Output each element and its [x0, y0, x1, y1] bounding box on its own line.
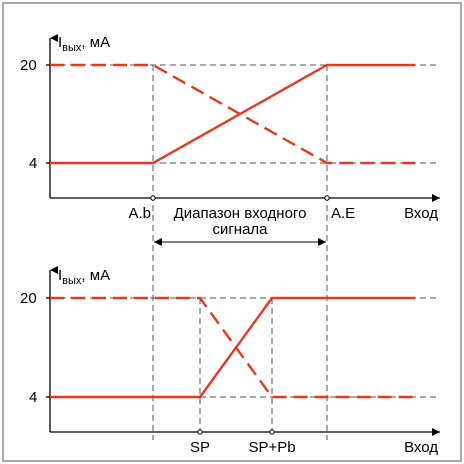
label-sp: SP [190, 439, 210, 456]
label-ae: A.E [331, 205, 355, 222]
bottom-y-tick-4: 4 [29, 389, 37, 406]
label-ab: A.b [128, 205, 151, 222]
top-y-tick-20: 20 [20, 57, 37, 74]
label-sp-pb: SP+Pb [248, 439, 295, 456]
top-x-axis-label: Вход [404, 205, 438, 222]
bottom-y-tick-20: 20 [20, 290, 37, 307]
bottom-guides [50, 297, 440, 432]
top-direct-curve [50, 63, 415, 165]
bottom-x-axis-label: Вход [404, 439, 438, 456]
range-label-line2: сигнала [212, 221, 268, 238]
range-label-line1: Диапазон входного [174, 205, 307, 222]
bottom-reverse-curve [50, 296, 415, 399]
top-reverse-curve [50, 63, 415, 165]
top-y-tick-4: 4 [29, 155, 37, 172]
top-plot: Iвых, мА 20 4 A.b Диапазон входного сигн… [20, 34, 440, 440]
bottom-direct-curve [50, 296, 415, 399]
top-marker-ab [150, 195, 156, 201]
top-guides [50, 64, 440, 440]
bottom-plot: Iвых, мА 20 4 SP SP+Pb Вход [20, 266, 440, 456]
bottom-marker-sp [197, 429, 203, 435]
top-y-axis-label: Iвых, мА [58, 34, 110, 54]
bottom-y-axis-label: Iвых, мА [58, 267, 110, 287]
top-marker-ae [324, 195, 330, 201]
bottom-marker-sp-pb [269, 429, 275, 435]
